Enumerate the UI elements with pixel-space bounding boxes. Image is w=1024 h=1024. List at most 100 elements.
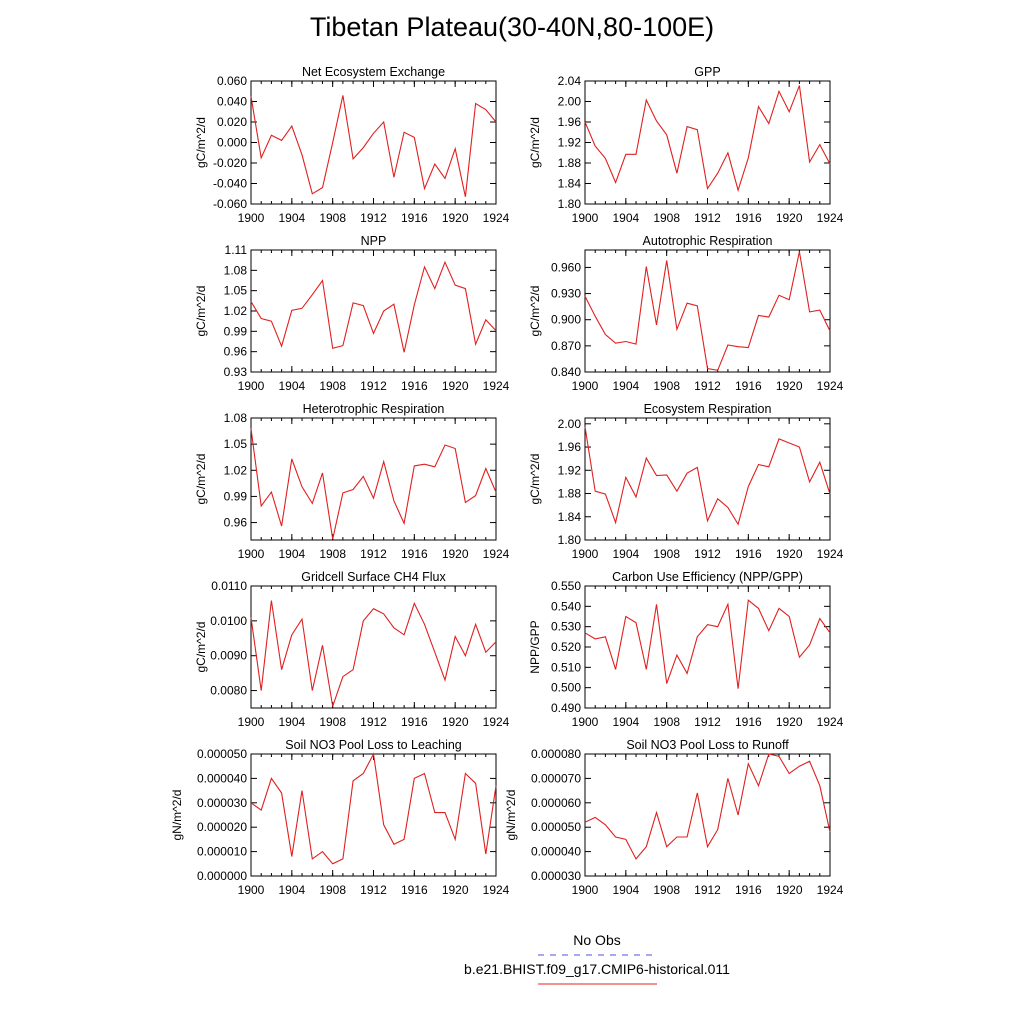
y-axis-label: gC/m^2/d (194, 622, 208, 673)
series-line (250, 95, 497, 197)
plot-frame (250, 80, 497, 205)
y-tick-label: 0.000060 (531, 796, 581, 810)
x-tick-label: 1924 (817, 547, 844, 561)
y-tick-label: 0.93 (224, 365, 248, 379)
series-line (584, 85, 831, 193)
x-tick-label: 1920 (442, 379, 469, 393)
x-tick-label: 1904 (278, 883, 305, 897)
x-tick-label: 1924 (817, 883, 844, 897)
x-tick-label: 1924 (817, 211, 844, 225)
x-tick-label: 1916 (735, 715, 762, 729)
x-tick-label: 1924 (483, 883, 510, 897)
y-tick-label: 1.96 (558, 115, 582, 129)
y-tick-label: 0.540 (551, 599, 581, 613)
x-tick-label: 1912 (360, 211, 387, 225)
x-tick-label: 1908 (653, 883, 680, 897)
y-tick-label: 0.000050 (531, 820, 581, 834)
x-tick-label: 1900 (572, 883, 599, 897)
x-tick-label: 1908 (319, 211, 346, 225)
x-tick-label: 1916 (735, 379, 762, 393)
y-tick-label: 1.84 (558, 177, 582, 191)
y-tick-label: 0.0110 (211, 579, 247, 593)
x-tick-label: 1916 (735, 211, 762, 225)
y-tick-label: 1.88 (558, 156, 582, 170)
y-tick-label: -0.020 (213, 156, 247, 170)
y-tick-label: 0.0100 (210, 614, 247, 628)
y-tick-label: 0.510 (551, 660, 581, 674)
y-tick-label: 0.000050 (197, 747, 247, 761)
y-axis-label: gC/m^2/d (528, 286, 542, 337)
y-axis-label: gC/m^2/d (194, 454, 208, 505)
chart-title: Ecosystem Respiration (644, 402, 772, 416)
y-tick-label: 0.000070 (531, 771, 581, 785)
y-tick-label: 0.870 (551, 339, 581, 353)
x-tick-label: 1900 (238, 211, 265, 225)
legend-label: b.e21.BHIST.f09_g17.CMIP6-historical.011 (464, 961, 730, 977)
y-tick-label: 1.96 (558, 440, 582, 454)
x-tick-label: 1916 (401, 379, 428, 393)
chart-title: Net Ecosystem Exchange (302, 65, 445, 79)
x-tick-label: 1900 (572, 379, 599, 393)
plot-frame (584, 753, 831, 877)
x-tick-label: 1904 (612, 547, 639, 561)
y-axis-label: gC/m^2/d (194, 286, 208, 337)
x-tick-label: 1924 (817, 715, 844, 729)
chart-title: NPP (361, 234, 387, 248)
x-tick-label: 1908 (653, 379, 680, 393)
x-tick-label: 1908 (319, 715, 346, 729)
x-tick-label: 1920 (442, 715, 469, 729)
x-tick-label: 1900 (572, 211, 599, 225)
x-tick-label: 1916 (735, 883, 762, 897)
y-tick-label: 0.96 (224, 516, 248, 530)
y-tick-label: 0.550 (551, 579, 581, 593)
x-tick-label: 1912 (694, 715, 721, 729)
y-tick-label: 0.900 (551, 313, 581, 327)
x-tick-label: 1900 (238, 547, 265, 561)
y-tick-label: 1.02 (224, 463, 248, 477)
x-tick-label: 1920 (442, 211, 469, 225)
x-tick-label: 1908 (653, 547, 680, 561)
plot-frame (250, 249, 497, 373)
y-tick-label: 1.08 (224, 411, 248, 425)
series-line (584, 251, 831, 371)
x-tick-label: 1924 (483, 379, 510, 393)
y-tick-label: 1.88 (558, 487, 582, 501)
x-tick-label: 1912 (360, 715, 387, 729)
x-tick-label: 1912 (694, 379, 721, 393)
y-tick-label: 1.05 (224, 284, 248, 298)
y-tick-label: 0.96 (224, 345, 248, 359)
y-tick-label: 0.000040 (531, 845, 581, 859)
x-tick-label: 1924 (483, 547, 510, 561)
x-tick-label: 1904 (612, 379, 639, 393)
x-tick-label: 1912 (694, 211, 721, 225)
y-tick-label: 0.000020 (197, 820, 247, 834)
chart-title: Autotrophic Respiration (643, 234, 773, 248)
y-tick-label: 0.040 (217, 95, 247, 109)
x-tick-label: 1900 (238, 715, 265, 729)
x-tick-label: 1904 (278, 211, 305, 225)
y-tick-label: 0.0080 (210, 684, 247, 698)
plot-frame (584, 249, 831, 373)
x-tick-label: 1900 (238, 883, 265, 897)
y-tick-label: 0.520 (551, 640, 581, 654)
x-tick-label: 1904 (278, 547, 305, 561)
y-tick-label: 0.020 (217, 115, 247, 129)
x-tick-label: 1904 (612, 715, 639, 729)
x-tick-label: 1920 (776, 211, 803, 225)
y-tick-label: 0.500 (551, 681, 581, 695)
chart-title: GPP (694, 65, 720, 79)
y-tick-label: 1.80 (558, 533, 582, 547)
y-axis-label: gN/m^2/d (170, 790, 184, 841)
chart-title: Soil NO3 Pool Loss to Runoff (626, 738, 789, 752)
y-tick-label: 0.000030 (531, 869, 581, 883)
y-axis-label: NPP/GPP (528, 620, 542, 673)
y-tick-label: 0.000000 (197, 869, 247, 883)
x-tick-label: 1904 (278, 379, 305, 393)
legend-label: No Obs (573, 932, 620, 948)
x-tick-label: 1920 (776, 547, 803, 561)
chart-title: Soil NO3 Pool Loss to Leaching (285, 738, 462, 752)
y-tick-label: 0.99 (224, 324, 248, 338)
x-tick-label: 1912 (360, 547, 387, 561)
x-tick-label: 1916 (401, 547, 428, 561)
